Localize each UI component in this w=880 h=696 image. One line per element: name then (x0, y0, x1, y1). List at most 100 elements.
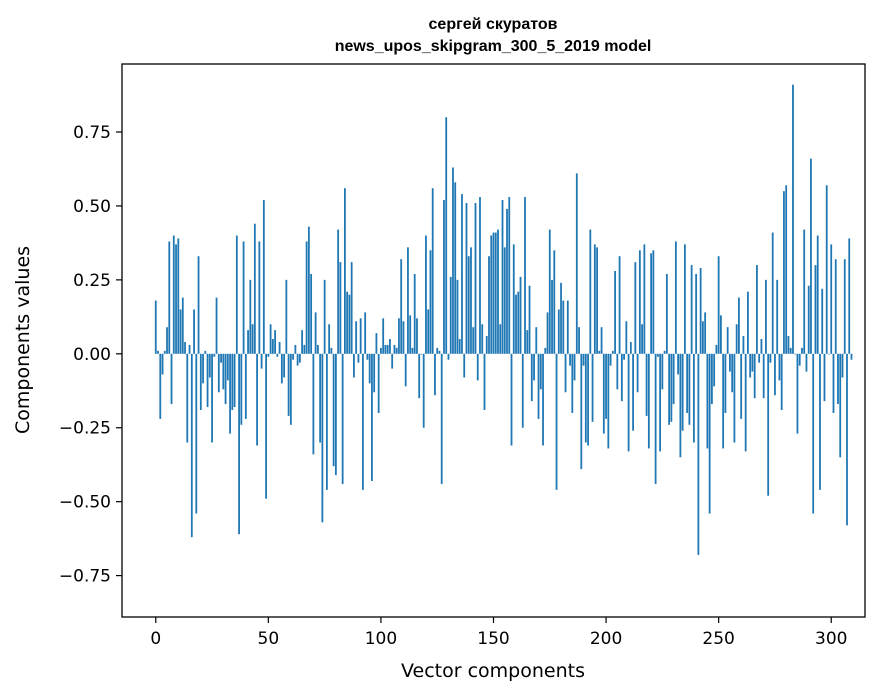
bar-162 (519, 276, 522, 354)
bar-78 (330, 347, 333, 354)
y-tick-label: 0.50 (73, 197, 111, 217)
bar-60 (289, 353, 292, 425)
bar-134 (456, 279, 459, 354)
bar-108 (398, 318, 400, 354)
bar-86 (348, 294, 351, 354)
bar-7 (170, 353, 173, 405)
bar-183 (566, 300, 569, 354)
bar-147 (485, 336, 488, 354)
bar-263 (747, 291, 749, 354)
bar-188 (578, 327, 580, 354)
bar-105 (391, 353, 394, 369)
bar-298 (825, 185, 828, 354)
bar-61 (292, 353, 295, 360)
bar-140 (470, 247, 472, 354)
bar-54 (276, 353, 279, 357)
bar-80 (334, 353, 337, 476)
bar-152 (497, 229, 499, 354)
bar-242 (699, 268, 702, 354)
bar-95 (368, 353, 371, 384)
bar-217 (643, 244, 646, 354)
bar-118 (420, 353, 423, 355)
bar-116 (416, 318, 418, 354)
bar-190 (582, 353, 585, 366)
bar-187 (575, 173, 578, 354)
bar-309 (850, 353, 853, 360)
bar-266 (753, 353, 756, 399)
bar-294 (816, 235, 819, 354)
bar-20 (199, 353, 202, 410)
bar-6 (168, 241, 171, 354)
bar-198 (600, 327, 603, 354)
bar-179 (557, 309, 560, 354)
bar-282 (789, 347, 792, 354)
bar-214 (636, 353, 639, 393)
bar-267 (756, 265, 758, 354)
bar-252 (722, 353, 725, 449)
bar-170 (537, 353, 540, 419)
bar-4 (163, 350, 166, 354)
bar-231 (674, 241, 677, 354)
bar-218 (645, 353, 648, 416)
bar-253 (724, 353, 727, 413)
x-tick-label: 150 (477, 629, 509, 649)
bar-257 (733, 353, 736, 443)
bar-251 (720, 315, 722, 354)
bar-62 (294, 344, 297, 354)
bar-165 (526, 330, 529, 354)
bar-234 (681, 353, 684, 431)
bar-29 (220, 353, 222, 363)
bar-85 (346, 291, 349, 354)
bar-117 (418, 353, 421, 399)
bar-97 (373, 353, 376, 393)
bar-233 (679, 353, 682, 458)
bar-150 (492, 232, 495, 354)
bar-88 (353, 353, 355, 378)
bar-81 (337, 229, 340, 354)
bar-99 (377, 353, 380, 413)
bar-154 (501, 200, 504, 354)
bar-84 (344, 188, 346, 354)
bar-281 (787, 336, 790, 354)
bar-221 (652, 250, 655, 354)
bar-151 (494, 232, 497, 354)
bar-303 (837, 353, 839, 405)
bar-279 (783, 191, 785, 354)
bar-68 (307, 226, 310, 354)
bar-260 (740, 353, 743, 419)
bar-241 (697, 353, 700, 555)
bar-197 (598, 350, 601, 354)
bar-30 (222, 353, 225, 390)
bar-55 (278, 341, 281, 354)
bar-177 (553, 250, 556, 354)
bar-130 (447, 353, 450, 360)
bar-184 (569, 353, 571, 366)
bar-21 (202, 353, 204, 384)
bar-51 (269, 324, 272, 354)
bar-75 (323, 279, 326, 354)
bar-40 (244, 353, 247, 419)
bar-111 (404, 353, 407, 387)
bar-119 (422, 353, 425, 428)
y-axis-label: Components values (12, 246, 34, 434)
bar-302 (834, 259, 837, 354)
bar-72 (316, 344, 319, 354)
bar-132 (452, 167, 454, 354)
bar-10 (177, 238, 180, 354)
bar-127 (440, 353, 443, 484)
bar-32 (226, 353, 229, 381)
bar-114 (411, 347, 414, 354)
bar-191 (584, 353, 587, 443)
bar-246 (708, 353, 711, 514)
bar-270 (762, 353, 765, 399)
bar-213 (634, 262, 637, 354)
bar-13 (184, 341, 186, 354)
bar-96 (371, 353, 373, 481)
bar-52 (271, 339, 274, 354)
bar-293 (814, 265, 817, 354)
bar-189 (580, 353, 583, 470)
bar-1 (157, 350, 159, 354)
bar-193 (589, 229, 592, 354)
bar-87 (350, 262, 353, 354)
bar-199 (602, 353, 605, 434)
